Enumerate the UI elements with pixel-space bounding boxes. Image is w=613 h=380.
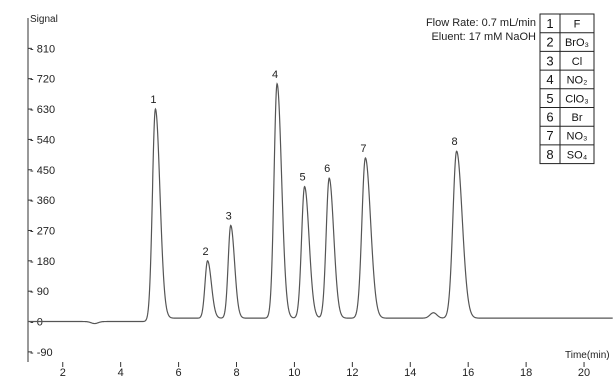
y-tick-label: - 630	[30, 104, 55, 116]
x-tick-label: 8	[233, 367, 239, 379]
peak-label: 1	[150, 94, 156, 106]
y-tick-label: - 810	[30, 43, 55, 55]
y-tick-label: - 720	[30, 74, 55, 86]
legend-ion-name: Br	[572, 112, 583, 124]
y-tick-label: - 270	[30, 225, 55, 237]
peak-label: 2	[202, 246, 208, 258]
peak-legend-table: 1 F 2 BrO₃ 3 Cl 4 NO₂ 5 ClO₃ 6 Br 7 NO₃ 8 SO₄	[539, 13, 595, 165]
x-axis-title: Time(min)	[565, 350, 610, 361]
peak-label: 8	[452, 136, 458, 148]
peak-label: 6	[324, 163, 330, 175]
x-tick-label: 4	[118, 367, 124, 379]
peak-labels: 1 2 3 4 5 6 7 8	[150, 69, 457, 258]
y-tick-label: - 450	[30, 165, 55, 177]
legend-ion-name: NO₃	[567, 131, 588, 143]
x-tick-label: 20	[578, 367, 590, 379]
y-tick-label: - 0	[30, 317, 43, 329]
y-tick-label: - 180	[30, 256, 55, 268]
y-tick-label: - 360	[30, 195, 55, 207]
legend-peak-number: 5	[546, 91, 553, 106]
y-axis-title: Signal	[30, 14, 58, 25]
chromatogram-trace	[28, 82, 613, 325]
y-ticks: - -90 - 0 - 90 - 180 - 270 - 360 - 450 - 540 - 6…	[28, 43, 55, 359]
legend-ion-name: SO₄	[567, 149, 588, 161]
x-ticks: 2 4 6 8 10 12 14 16 18 20	[60, 362, 590, 379]
eluent-condition: Eluent: 17 mM NaOH	[431, 31, 536, 43]
x-tick-label: 18	[520, 367, 532, 379]
x-tick-label: 10	[288, 367, 300, 379]
x-tick-label: 14	[404, 367, 416, 379]
x-tick-label: 6	[176, 367, 182, 379]
x-tick-label: 16	[462, 367, 474, 379]
legend-peak-number: 6	[546, 110, 553, 125]
legend-peak-number: 8	[546, 147, 553, 162]
peak-label: 3	[226, 210, 232, 222]
y-tick-label: - 540	[30, 134, 55, 146]
legend-ion-name: F	[574, 19, 581, 31]
x-tick-label: 2	[60, 367, 66, 379]
y-tick-label: - 90	[30, 286, 49, 298]
peak-label: 4	[272, 69, 278, 81]
peak-label: 5	[300, 172, 306, 184]
x-tick-label: 12	[346, 367, 358, 379]
legend-ion-name: BrO₃	[565, 37, 589, 49]
flow-rate-condition: Flow Rate: 0.7 mL/min	[426, 17, 536, 29]
legend-ion-name: ClO₃	[565, 93, 588, 105]
legend-peak-number: 7	[546, 128, 553, 143]
legend-peak-number: 4	[546, 72, 553, 87]
legend-peak-number: 1	[546, 16, 553, 31]
legend-ion-name: Cl	[572, 56, 582, 68]
legend-ion-name: NO₂	[567, 75, 588, 87]
legend-peak-number: 3	[546, 53, 553, 68]
y-tick-label: - -90	[30, 347, 53, 359]
legend-peak-number: 2	[546, 35, 553, 50]
peak-label: 7	[360, 143, 366, 155]
